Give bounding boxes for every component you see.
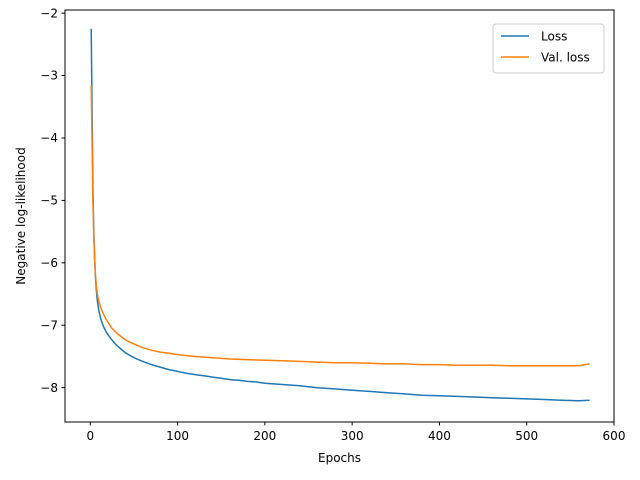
y-tick-label: −3	[40, 69, 58, 83]
x-tick-label: 0	[86, 429, 94, 443]
y-tick-label: −4	[40, 131, 58, 145]
y-tick-label: −2	[40, 6, 58, 20]
x-tick-label: 500	[515, 429, 538, 443]
x-tick-label: 300	[341, 429, 364, 443]
legend: Loss Val. loss	[492, 23, 605, 74]
legend-label-val-loss: Val. loss	[541, 51, 590, 65]
y-tick-label: −5	[40, 194, 58, 208]
series-layer	[90, 28, 590, 402]
x-tick-label: 400	[428, 429, 451, 443]
y-tick-label: −6	[40, 256, 58, 270]
series-line-val-loss	[90, 84, 590, 367]
plot-frame	[64, 9, 615, 423]
y-tick-label: −7	[40, 318, 58, 332]
x-axis: 0 100 200 300 400 500 600	[86, 422, 625, 443]
x-tick-label: 100	[166, 429, 189, 443]
y-axis: −8 −7 −6 −5 −4 −3 −2	[40, 6, 65, 395]
x-axis-label: Epochs	[318, 451, 361, 465]
y-axis-label: Negative log-likelihood	[14, 147, 28, 284]
x-tick-label: 200	[253, 429, 276, 443]
y-tick-label: −8	[40, 381, 58, 395]
series-line-loss	[90, 28, 590, 402]
x-tick-label: 600	[603, 429, 626, 443]
legend-label-loss: Loss	[541, 30, 567, 44]
